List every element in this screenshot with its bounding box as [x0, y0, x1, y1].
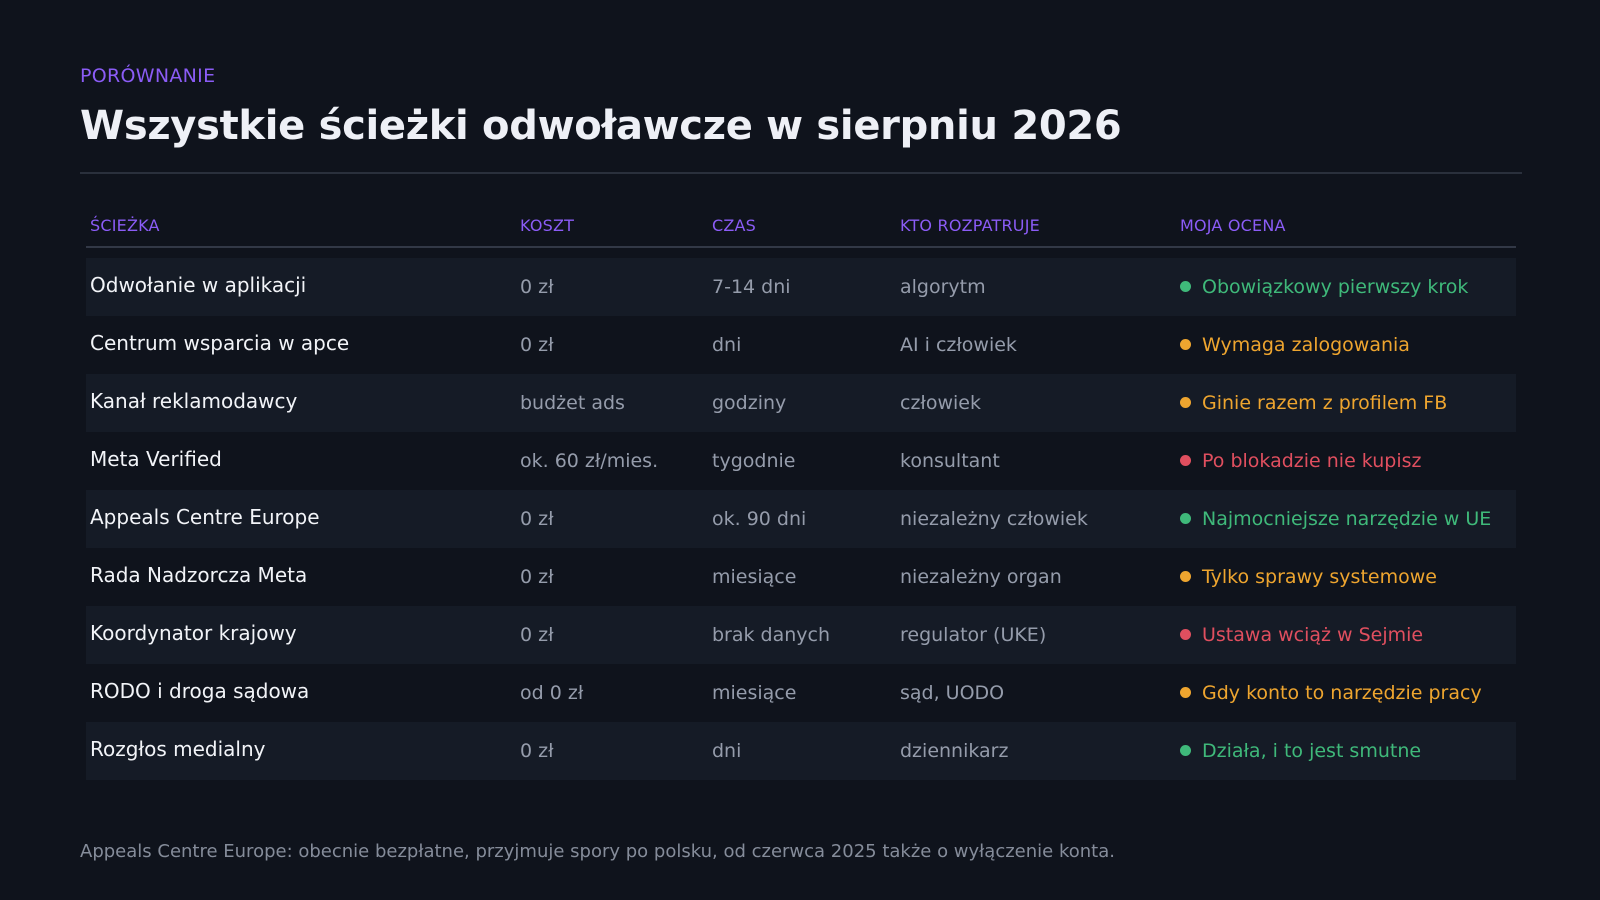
status-dot-icon [1180, 512, 1191, 524]
cell-time: tygodnie [712, 450, 796, 472]
rating-text: Ginie razem z profilem FB [1202, 392, 1448, 414]
cell-who: konsultant [900, 450, 1000, 472]
table-row: Rozgłos medialny 0 zł dni dziennikarz Działa… [86, 722, 1516, 780]
cell-cost: 0 zł [520, 276, 554, 298]
header-who: KTO ROZPATRUJE [900, 216, 1040, 235]
table-row: Odwołanie w aplikacji 0 zł 7-14 dni algoryt… [86, 258, 1516, 316]
status-dot-icon [1180, 454, 1191, 466]
table-body: Odwołanie w aplikacji 0 zł 7-14 dni algoryt… [86, 258, 1516, 780]
cell-cost: 0 zł [520, 740, 554, 762]
table-row: Kanał reklamodawcy budżet ads godziny człow… [86, 374, 1516, 432]
cell-who: AI i człowiek [900, 334, 1017, 356]
cell-path: Rada Nadzorcza Meta [90, 563, 308, 587]
cell-who: niezależny człowiek [900, 508, 1088, 530]
cell-rating: Po blokadzie nie kupisz [1180, 432, 1421, 490]
rating-text: Najmocniejsze narzędzie w UE [1202, 508, 1492, 530]
cell-time: ok. 90 dni [712, 508, 807, 530]
cell-rating: Ustawa wciąż w Sejmie [1180, 606, 1423, 664]
cell-rating: Działa, i to jest smutne [1180, 722, 1421, 780]
rating-text: Ustawa wciąż w Sejmie [1202, 624, 1424, 646]
rating-text: Obowiązkowy pierwszy krok [1202, 276, 1469, 298]
cell-time: brak danych [712, 624, 831, 646]
status-dot-icon [1180, 280, 1191, 292]
cell-time: miesiące [712, 682, 797, 704]
cell-path: Appeals Centre Europe [90, 505, 320, 529]
rating-text: Wymaga zalogowania [1202, 334, 1410, 356]
cell-cost: 0 zł [520, 334, 554, 356]
cell-rating: Najmocniejsze narzędzie w UE [1180, 490, 1491, 548]
cell-rating: Obowiązkowy pierwszy krok [1180, 258, 1468, 316]
cell-who: niezależny organ [900, 566, 1062, 588]
cell-cost: 0 zł [520, 566, 554, 588]
cell-time: dni [712, 334, 742, 356]
cell-path: Kanał reklamodawcy [90, 389, 298, 413]
rating-text: Tylko sprawy systemowe [1202, 566, 1437, 588]
table-row: Koordynator krajowy 0 zł brak danych regula… [86, 606, 1516, 664]
status-dot-icon [1180, 396, 1191, 408]
table-header: ŚCIEŻKA KOSZT CZAS KTO ROZPATRUJE MOJA O… [86, 210, 1516, 248]
cell-time: 7-14 dni [712, 276, 791, 298]
rating-text: Działa, i to jest smutne [1202, 740, 1422, 762]
header-cost: KOSZT [520, 216, 575, 235]
table-row: Meta Verified ok. 60 zł/mies. tygodnie kons… [86, 432, 1516, 490]
status-dot-icon [1180, 744, 1191, 756]
cell-path: Rozgłos medialny [90, 737, 266, 761]
cell-cost: od 0 zł [520, 682, 584, 704]
cell-who: człowiek [900, 392, 981, 414]
header-rating: MOJA OCENA [1180, 216, 1286, 235]
title-divider [80, 172, 1522, 174]
page-title: Wszystkie ścieżki odwoławcze w sierpniu … [80, 103, 1122, 149]
cell-time: miesiące [712, 566, 797, 588]
status-dot-icon [1180, 338, 1191, 350]
rating-text: Gdy konto to narzędzie pracy [1202, 682, 1482, 704]
cell-cost: budżet ads [520, 392, 625, 414]
cell-cost: 0 zł [520, 624, 554, 646]
cell-time: dni [712, 740, 742, 762]
cell-cost: ok. 60 zł/mies. [520, 450, 659, 472]
table-row: Rada Nadzorcza Meta 0 zł miesiące niezależn… [86, 548, 1516, 606]
cell-time: godziny [712, 392, 787, 414]
comparison-table: ŚCIEŻKA KOSZT CZAS KTO ROZPATRUJE MOJA O… [86, 210, 1516, 780]
cell-path: Odwołanie w aplikacji [90, 273, 307, 297]
footnote: Appeals Centre Europe: obecnie bezpłatne… [80, 841, 1115, 862]
cell-path: Koordynator krajowy [90, 621, 297, 645]
cell-who: regulator (UKE) [900, 624, 1047, 646]
table-row: Appeals Centre Europe 0 zł ok. 90 dni nieza… [86, 490, 1516, 548]
cell-cost: 0 zł [520, 508, 554, 530]
header-time: CZAS [712, 216, 757, 235]
cell-who: sąd, UODO [900, 682, 1005, 704]
cell-who: algorytm [900, 276, 986, 298]
rating-text: Po blokadzie nie kupisz [1202, 450, 1422, 472]
cell-rating: Ginie razem z profilem FB [1180, 374, 1447, 432]
cell-rating: Gdy konto to narzędzie pracy [1180, 664, 1482, 722]
status-dot-icon [1180, 686, 1191, 698]
cell-who: dziennikarz [900, 740, 1009, 762]
table-row: RODO i droga sądowa od 0 zł miesiące sąd, U… [86, 664, 1516, 722]
status-dot-icon [1180, 570, 1191, 582]
eyebrow-label: PORÓWNANIE [80, 65, 216, 87]
cell-rating: Wymaga zalogowania [1180, 316, 1410, 374]
header-path: ŚCIEŻKA [90, 216, 160, 235]
cell-path: RODO i droga sądowa [90, 679, 310, 703]
table-row: Centrum wsparcia w apce 0 zł dni AI i człow… [86, 316, 1516, 374]
cell-path: Meta Verified [90, 447, 222, 471]
status-dot-icon [1180, 628, 1191, 640]
cell-path: Centrum wsparcia w apce [90, 331, 350, 355]
cell-rating: Tylko sprawy systemowe [1180, 548, 1437, 606]
